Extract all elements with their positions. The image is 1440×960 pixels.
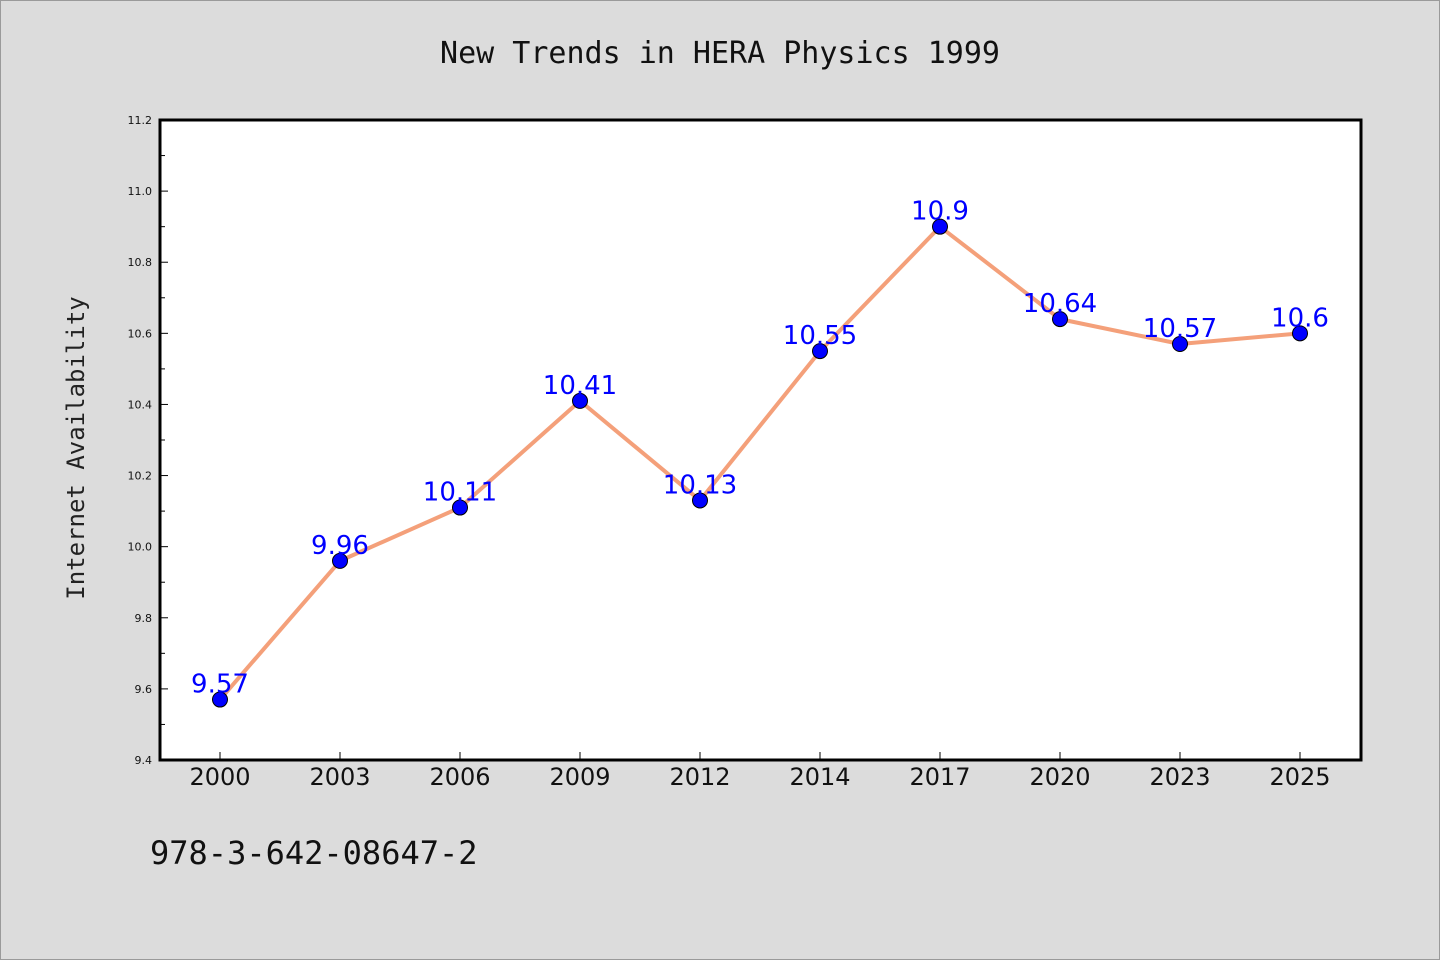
y-tick-label: 10.4	[128, 398, 153, 411]
data-point	[1052, 311, 1068, 328]
y-tick-label: 10.8	[128, 256, 153, 269]
data-point	[692, 492, 708, 509]
data-point	[452, 499, 468, 516]
plot-area	[158, 118, 1363, 762]
chart-title: New Trends in HERA Physics 1999	[440, 36, 1000, 71]
y-axis: 9.4 9.6 9.8 10.0 10.2 10.4 10.6 10.8 11.0 11.2	[128, 114, 168, 767]
x-tick-label: 2023	[1149, 763, 1210, 791]
data-label: 10.57	[1143, 314, 1217, 344]
data-label: 10.9	[911, 197, 969, 227]
series-line	[218, 224, 1302, 702]
data-label: 10.11	[423, 478, 497, 508]
data-label: 9.57	[191, 670, 249, 700]
data-label: 10.41	[543, 371, 617, 401]
x-tick-label: 2012	[669, 763, 730, 791]
isbn-text: 978-3-642-08647-2	[150, 834, 478, 872]
x-tick-label: 2006	[429, 763, 490, 791]
y-tick-label: 10.0	[128, 541, 153, 554]
y-tick-label: 9.4	[135, 754, 153, 767]
data-label: 10.55	[783, 321, 857, 351]
y-tick-label: 11.2	[128, 114, 153, 127]
data-point	[212, 691, 228, 708]
x-axis: 2000 2003 2006 2009 2012 2014 2017 2020 2023 2025	[189, 752, 1331, 791]
data-labels-group: 9.57 9.96 10.11 10.41 10.13 10.55 10.9 10.64 10.…	[191, 197, 1329, 700]
data-point	[812, 343, 828, 360]
x-tick-label: 2020	[1029, 763, 1090, 791]
data-point	[932, 218, 948, 235]
data-point	[1172, 336, 1188, 352]
x-tick-label: 2017	[909, 763, 970, 791]
x-tick-label: 2003	[309, 763, 370, 791]
y-axis-label: Internet Availability	[62, 296, 90, 599]
series-line-group	[212, 218, 1308, 708]
x-tick-label: 2014	[789, 763, 850, 791]
y-tick-label: 10.2	[128, 470, 153, 483]
data-label: 10.13	[663, 470, 737, 500]
y-tick-label: 11.0	[128, 185, 153, 198]
x-tick-label: 2000	[189, 763, 250, 791]
data-point	[1292, 325, 1308, 342]
data-label: 9.96	[311, 531, 369, 561]
data-label: 10.6	[1271, 303, 1329, 333]
x-tick-label: 2009	[549, 763, 610, 791]
y-tick-label: 9.6	[135, 683, 153, 696]
x-tick-label: 2025	[1269, 763, 1330, 791]
data-label: 10.64	[1023, 289, 1097, 319]
y-tick-label: 9.8	[135, 612, 153, 625]
data-point	[332, 552, 348, 569]
y-tick-label: 10.6	[128, 327, 153, 340]
data-point	[572, 392, 588, 409]
